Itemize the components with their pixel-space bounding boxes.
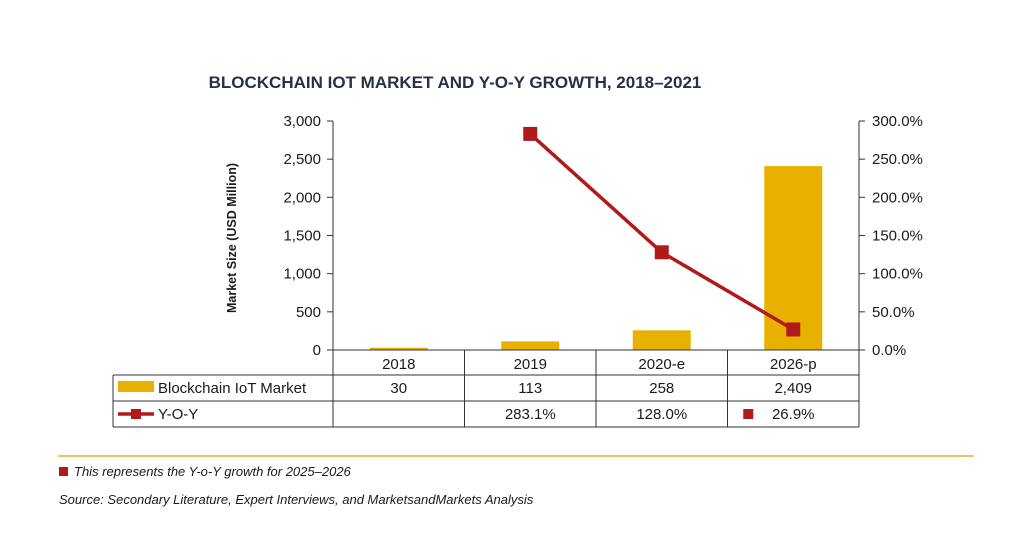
legend-bar-swatch xyxy=(118,381,154,392)
y2-tick-label: 150.0% xyxy=(872,228,923,245)
line-value-label: 128.0% xyxy=(636,406,687,423)
legend-bar-label: Blockchain IoT Market xyxy=(158,380,307,397)
x-tick-label: 2020-e xyxy=(638,356,685,373)
y-tick-label: 3,000 xyxy=(283,113,321,130)
y2-tick-label: 250.0% xyxy=(872,151,923,168)
y2-tick-label: 300.0% xyxy=(872,113,923,130)
yoy-point xyxy=(786,322,801,337)
source-note: Source: Secondary Literature, Expert Int… xyxy=(59,492,534,507)
y-axis-label: Market Size (USD Million) xyxy=(225,163,239,313)
footnote-marker xyxy=(59,467,68,476)
y2-tick-label: 50.0% xyxy=(872,304,915,321)
x-tick-label: 2019 xyxy=(514,356,547,373)
bar-2020-e xyxy=(632,330,691,350)
yoy-point xyxy=(654,245,669,260)
y-tick-label: 1,500 xyxy=(283,228,321,245)
y2-tick-label: 100.0% xyxy=(872,266,923,283)
line-value-label: 283.1% xyxy=(505,406,556,423)
bar-value-label: 258 xyxy=(649,380,674,397)
y2-tick-label: 0.0% xyxy=(872,342,906,359)
y-tick-label: 1,000 xyxy=(283,266,321,283)
bar-2019 xyxy=(501,341,560,350)
bar-value-label: 30 xyxy=(390,380,407,397)
footnote: This represents the Y-o-Y growth for 202… xyxy=(74,464,352,479)
x-tick-label: 2026-p xyxy=(770,356,817,373)
x-tick-label: 2018 xyxy=(382,356,415,373)
yoy-point xyxy=(523,126,538,141)
bar-2018 xyxy=(369,347,428,350)
y-tick-label: 500 xyxy=(296,304,321,321)
bar-value-label: 2,409 xyxy=(774,380,812,397)
y-tick-label: 0 xyxy=(313,342,321,359)
y-tick-label: 2,000 xyxy=(283,189,321,206)
yoy-line xyxy=(529,132,795,331)
y2-tick-label: 200.0% xyxy=(872,189,923,206)
y-tick-label: 2,500 xyxy=(283,151,321,168)
footnote-indicator xyxy=(743,409,754,419)
data-table: 2018 2019 2020-e 2026-p Blockchain IoT Marke… xyxy=(112,349,860,428)
bar-2026-p xyxy=(764,166,823,350)
chart-title: BLOCKCHAIN IOT MARKET AND Y-O-Y GROWTH, … xyxy=(209,73,702,92)
legend-line-marker xyxy=(131,409,141,419)
plot-area: 3,000 2,500 2,000 1,500 1,000 500 0 300.0% 250.0… xyxy=(283,113,922,359)
line-value-label: 26.9% xyxy=(772,406,815,423)
legend-line-label: Y-O-Y xyxy=(158,406,198,423)
bar-value-label: 113 xyxy=(518,380,542,397)
